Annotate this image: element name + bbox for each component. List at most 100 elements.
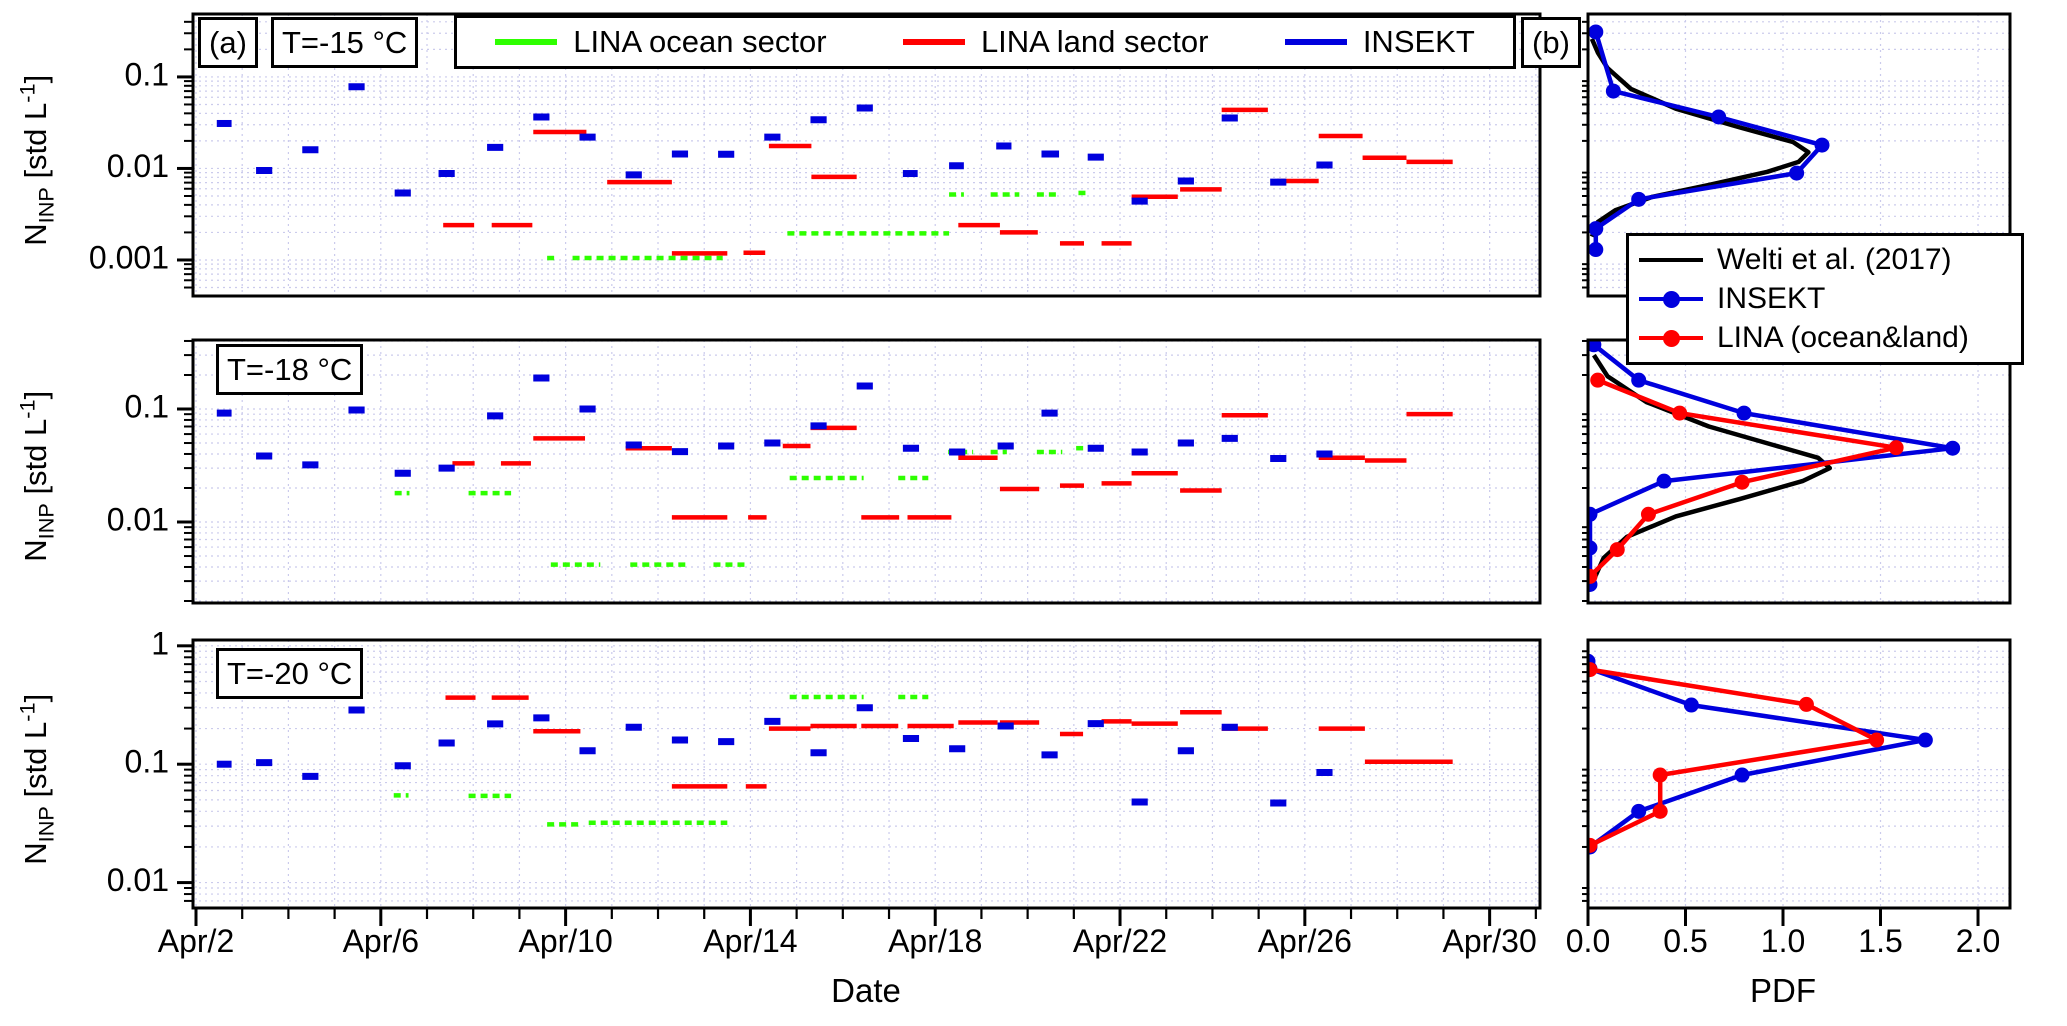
pdf-marker [1631, 803, 1647, 819]
panel-frame [191, 338, 1542, 605]
pdf-marker [1631, 191, 1647, 207]
pdf-marker [1814, 137, 1830, 153]
y-axis-title-middle: NINP [std L-1] [14, 390, 59, 562]
pdf-marker [1590, 372, 1606, 388]
y-tick-label: 1 [151, 625, 169, 661]
pdf-marker [1587, 540, 1598, 556]
legend-label: LINA land sector [980, 24, 1209, 59]
pdf-marker [1888, 440, 1904, 456]
pdf-x-tick-label: 0.0 [1566, 923, 1610, 959]
panel-a-tag: (a) [198, 17, 258, 68]
legend-item-insekt: INSEKT [1284, 24, 1475, 60]
pdf-marker [1734, 767, 1750, 783]
pdf-marker [1605, 83, 1621, 99]
x-axis-title: Date [831, 972, 901, 1009]
pdf-curve [1593, 31, 1825, 250]
series-lina_land [452, 411, 1453, 520]
x-tick-label: Apr/22 [1073, 923, 1167, 959]
y-tick-label: 0.1 [125, 744, 169, 780]
legend-timeseries: LINA ocean sector LINA land sector INSEK… [454, 15, 1516, 69]
x-tick-label: Apr/26 [1258, 923, 1352, 959]
pdf-marker [1587, 837, 1598, 853]
y-tick-label: 0.1 [125, 388, 169, 424]
legend-item-lina-pdf: LINA (ocean&land) [1639, 321, 2011, 355]
x-tick-label: Apr/2 [158, 923, 234, 959]
pdf-marker [1587, 339, 1602, 353]
pdf-marker [1917, 732, 1933, 748]
legend-label: Welti et al. (2017) [1717, 242, 1952, 276]
y-tick-label: 0.1 [125, 56, 169, 92]
insekt-marker-icon [1663, 290, 1680, 308]
pdf-x-tick-label: 1.0 [1761, 923, 1805, 959]
insekt-line-swatch-icon [1284, 39, 1347, 45]
series-lina_land [443, 107, 1453, 256]
y-tick-label: 0.001 [89, 239, 169, 275]
series-group [1587, 339, 1961, 592]
x-tick-label: Apr/10 [518, 923, 612, 959]
series-group [216, 83, 1453, 261]
x-tick-label: Apr/30 [1442, 923, 1536, 959]
pdf-series-insekt [1588, 24, 1830, 258]
pdf-marker [1672, 405, 1688, 421]
pdf-marker [1588, 242, 1604, 258]
pdf-marker [1789, 165, 1805, 181]
pdf-marker [1609, 542, 1625, 558]
timeseries-panel-ts-15: 0.1 0.01 0.001 [89, 12, 1542, 298]
pdf-series-lina_land [1587, 372, 1904, 584]
legend-pdf: Welti et al. (2017) INSEKT LINA (ocean&l… [1626, 233, 2024, 365]
pdf-marker [1945, 440, 1961, 456]
temp-label-20: T=-20 °C [216, 648, 364, 699]
pdf-marker [1588, 24, 1604, 40]
timeseries-panel-ts-20: 1 0.1 0.01 [107, 625, 1542, 910]
series-lina_land [445, 695, 1453, 789]
pdf-marker [1587, 568, 1598, 584]
pdf-x-tick-label: 2.0 [1956, 923, 2000, 959]
pdf-curve [1587, 660, 1928, 849]
pdf-marker [1588, 221, 1604, 237]
x-tick-label: Apr/18 [888, 923, 982, 959]
pdf-marker [1683, 697, 1699, 713]
legend-item-welti: Welti et al. (2017) [1639, 243, 2011, 277]
x-tick-label: Apr/14 [703, 923, 797, 959]
y-tick-label: 0.01 [107, 148, 169, 184]
lina-marker-icon [1663, 330, 1680, 348]
legend-label: INSEKT [1717, 281, 1826, 315]
panel-frame [191, 638, 1542, 910]
legend-item-insekt-pdf: INSEKT [1639, 282, 2011, 316]
pdf-axis-title: PDF [1750, 972, 1816, 1009]
series-lina_ocean [547, 190, 1089, 261]
series-group [1588, 24, 1830, 258]
series-group [216, 374, 1453, 567]
y-axis-title-top: NINP [std L-1] [14, 74, 59, 246]
pdf-x-tick-label: 0.5 [1663, 923, 1707, 959]
pdf-panel-pdf-20 [1582, 638, 2012, 910]
pdf-marker [1587, 662, 1598, 678]
y-tick-label: 0.01 [107, 501, 169, 537]
panel-frame [191, 12, 1542, 298]
pdf-x-tick-label: 1.5 [1858, 923, 1902, 959]
series-lina_ocean [394, 445, 1088, 567]
series-group [216, 694, 1453, 827]
pdf-marker [1652, 803, 1668, 819]
pdf-marker [1734, 474, 1750, 490]
temp-label-15: T=-15 °C [271, 17, 419, 68]
welti-line-swatch-icon [1639, 257, 1703, 262]
series-group [1587, 653, 1933, 855]
series-insekt [216, 704, 1333, 807]
pdf-marker [1631, 372, 1647, 388]
legend-label: LINA ocean sector [573, 24, 827, 59]
temp-label-18: T=-18 °C [216, 344, 364, 395]
panel-b-tag: (b) [1521, 17, 1581, 68]
series-insekt [216, 83, 1333, 205]
pdf-marker [1711, 109, 1727, 125]
pdf-marker [1736, 405, 1752, 421]
pdf-marker [1587, 506, 1598, 522]
timeseries-panel-ts-18: 0.1 0.01 [107, 338, 1542, 605]
pdf-series-lina_land [1587, 662, 1885, 853]
pdf-marker [1652, 767, 1668, 783]
legend-label: INSEKT [1362, 24, 1475, 59]
x-tick-label: Apr/6 [343, 923, 419, 959]
pdf-marker [1869, 732, 1885, 748]
